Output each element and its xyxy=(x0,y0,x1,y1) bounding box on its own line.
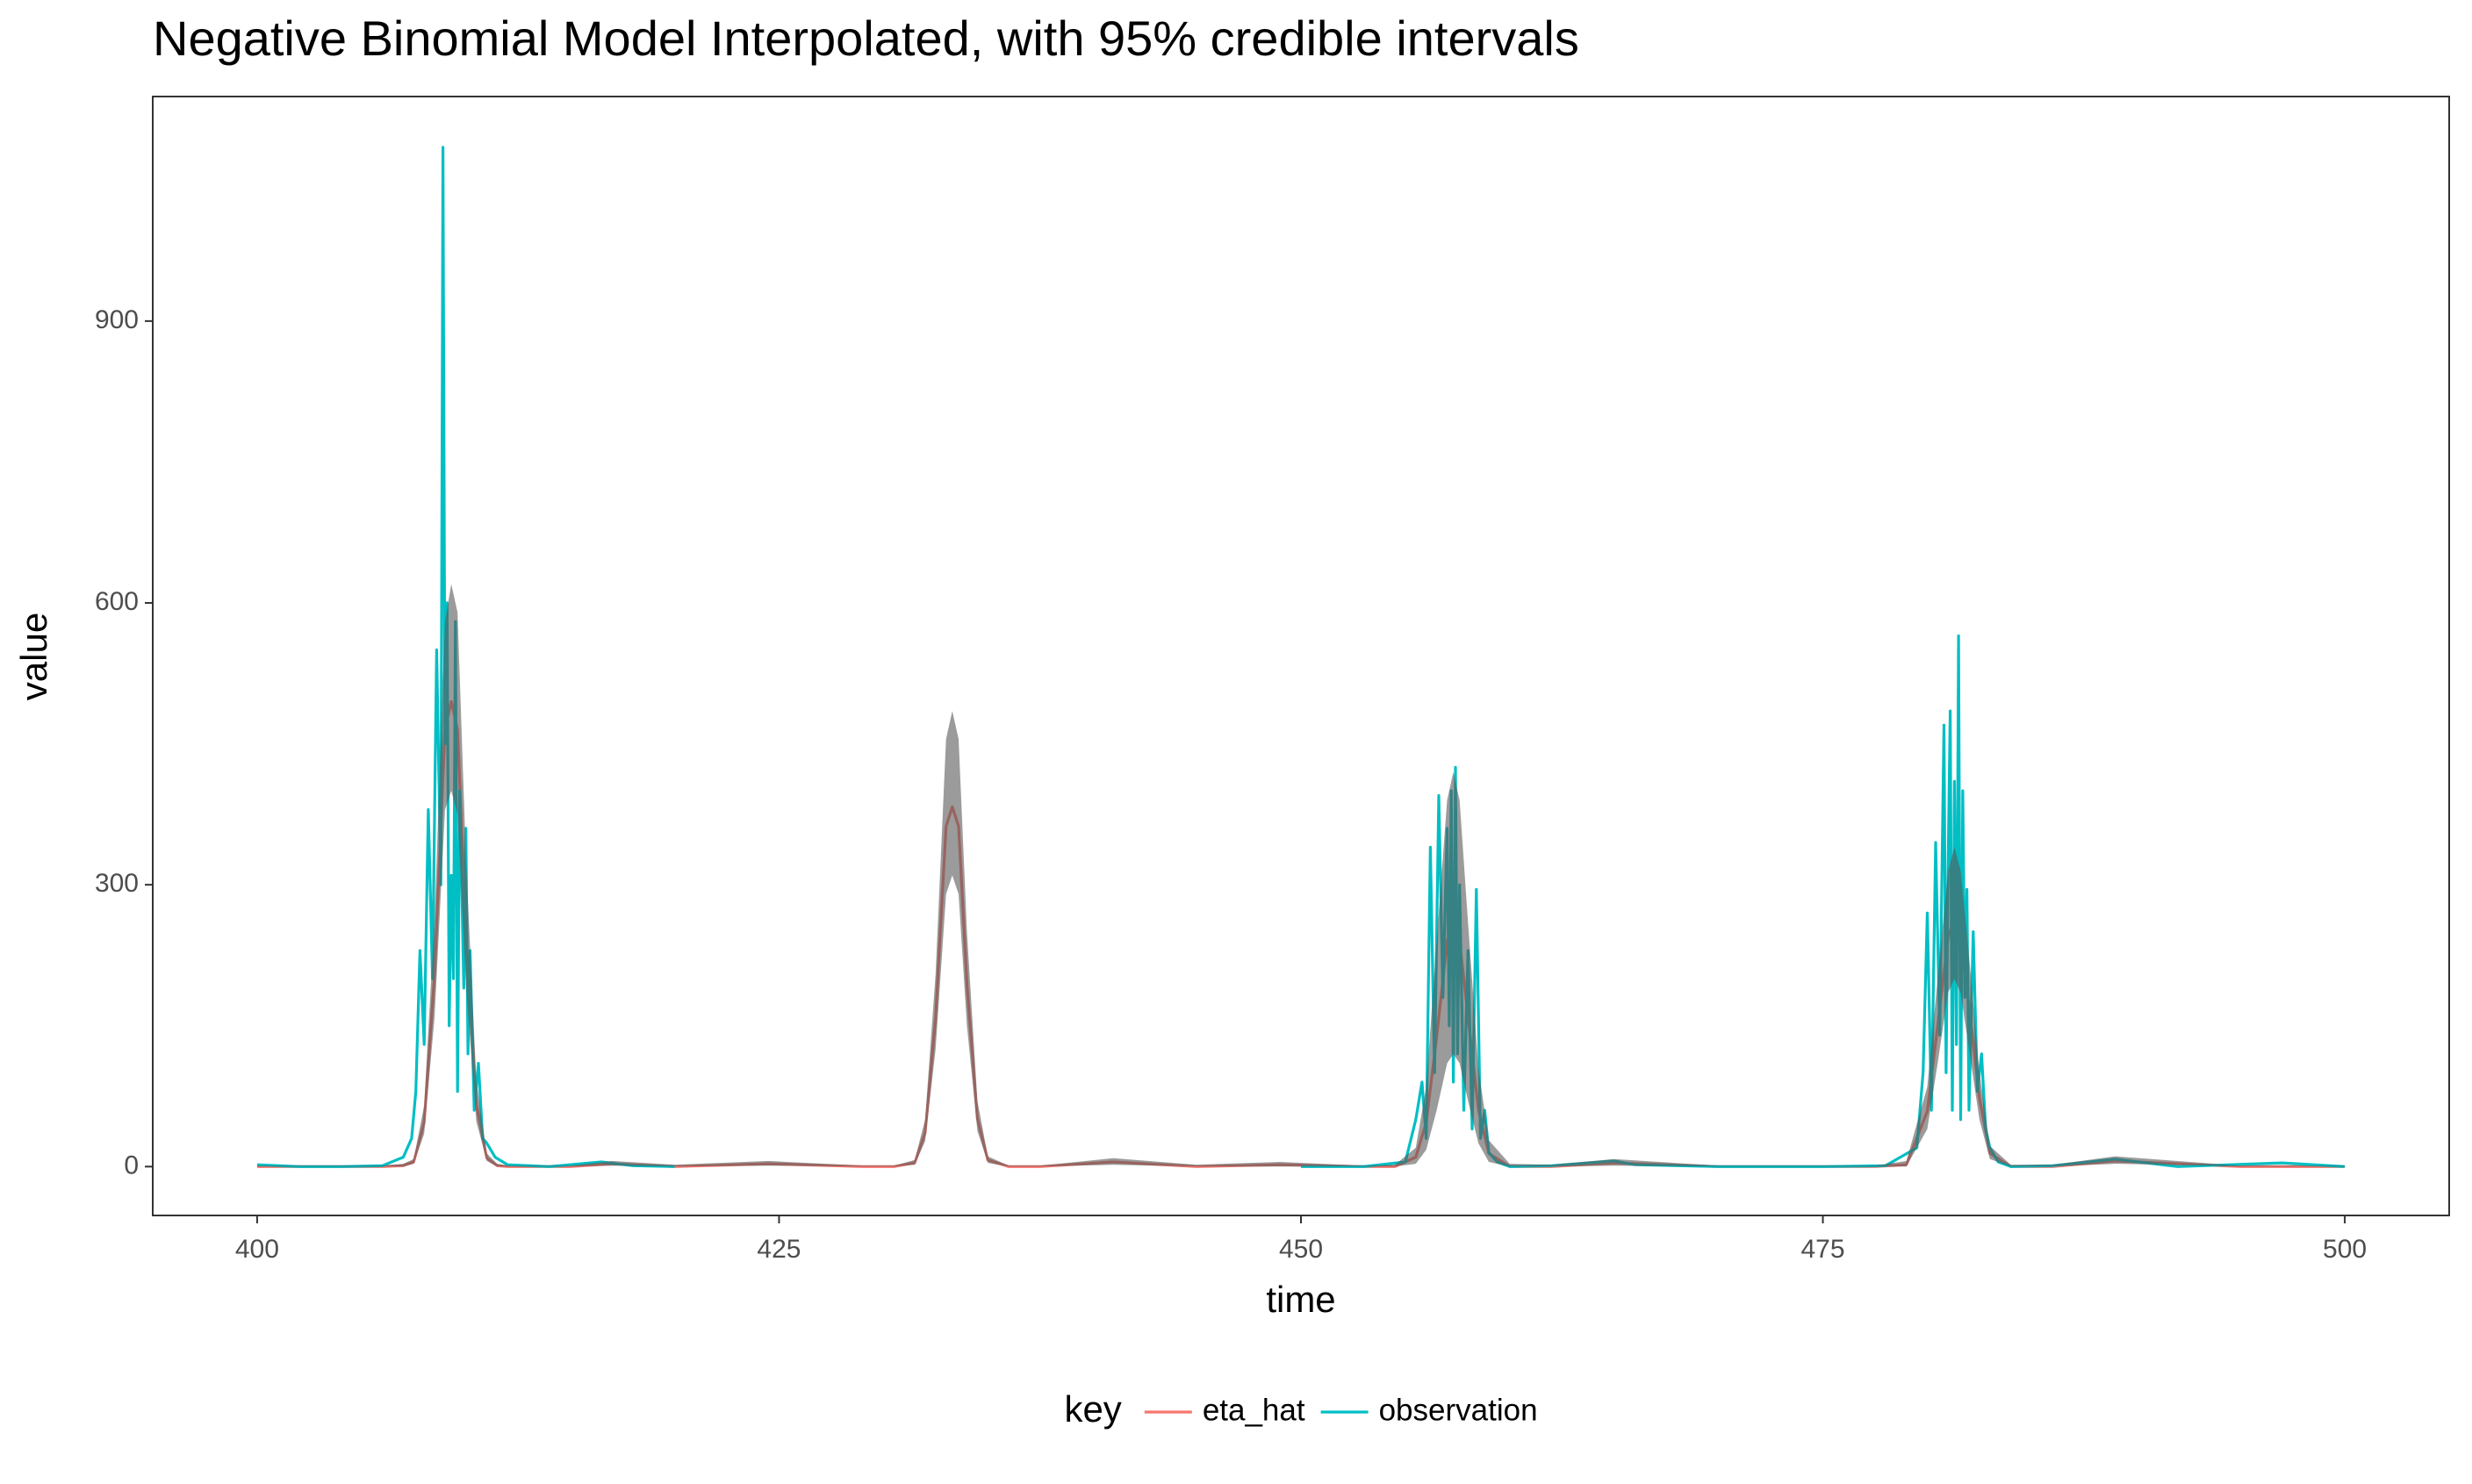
y-axis-label: value xyxy=(13,613,54,700)
credible-interval xyxy=(256,584,2346,1167)
panel-border xyxy=(152,96,2450,1216)
chart-title: Negative Binomial Model Interpolated, wi… xyxy=(153,11,1579,66)
y-tick-label: 600 xyxy=(95,587,139,616)
x-tick-label: 400 xyxy=(235,1235,279,1264)
x-axis-label: time xyxy=(1266,1279,1335,1320)
y-tick-label: 0 xyxy=(124,1151,139,1179)
x-tick-label: 425 xyxy=(757,1235,801,1264)
y-tick-label: 300 xyxy=(95,869,139,898)
legend-label: eta_hat xyxy=(1203,1393,1305,1427)
series-line xyxy=(256,699,2346,1168)
legend-title: key xyxy=(1064,1388,1121,1430)
series-line xyxy=(256,146,2346,1168)
legend: key eta_hat observation xyxy=(1064,1388,1537,1430)
x-tick-label: 450 xyxy=(1279,1235,1323,1264)
legend-label: observation xyxy=(1379,1393,1538,1427)
x-tick-label: 500 xyxy=(2323,1235,2367,1264)
y-tick-label: 900 xyxy=(95,305,139,334)
x-tick-label: 475 xyxy=(1801,1235,1845,1264)
